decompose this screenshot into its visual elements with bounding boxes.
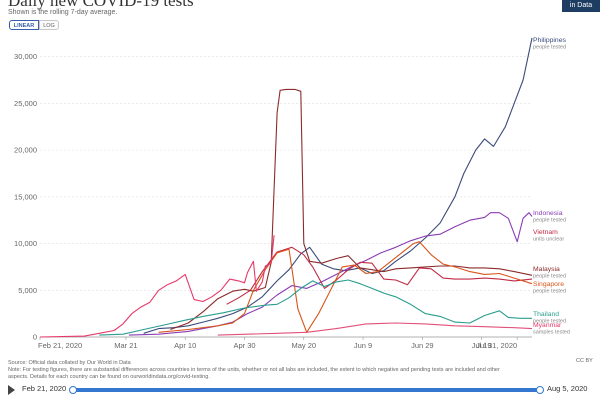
x-tick-label: Apr 10 (174, 341, 196, 350)
timeline-start-label: Feb 21, 2020 (22, 384, 67, 393)
timeline-track[interactable] (72, 388, 540, 392)
license-label[interactable]: CC BY (576, 358, 593, 364)
owid-logo[interactable]: in Data (562, 0, 600, 12)
x-tick-label: Apr 30 (233, 341, 255, 350)
series-unit-malaysia: people tested (533, 274, 566, 280)
chart-subtitle: Shown is the rolling 7-day average. (8, 9, 118, 16)
timeline-bar: Feb 21, 2020 Aug 5, 2020 (0, 380, 600, 400)
x-tick-label: Jul 19 (472, 341, 492, 350)
series-unit-myanmar: samples tested (533, 330, 570, 336)
series-line-vietnam (226, 246, 533, 305)
series-line-thailand (99, 279, 532, 336)
chart-title: Daily new COVID-19 tests (8, 0, 194, 10)
series-label-malaysia: Malaysia (533, 266, 560, 273)
x-tick-label: May 20 (291, 341, 316, 350)
series-label-philippines: Philippines (533, 37, 566, 44)
x-tick-label: Mar 21 (114, 341, 137, 350)
series-line-malaysia (170, 88, 533, 331)
series-label-singapore: Singapore (533, 281, 564, 288)
footnote-line-2: aspects. Details for each country can be… (8, 374, 210, 380)
series-label-vietnam: Vietnam (533, 229, 558, 236)
line-chart: 0 5,000 10,000 15,000 20,000 25,000 30,000 Feb … (14, 37, 570, 350)
series-label-indonesia: Indonesia (533, 210, 563, 217)
series-unit-vietnam: units unclear (533, 237, 564, 243)
series-line-myanmar-low (217, 322, 533, 336)
play-icon[interactable] (8, 385, 15, 395)
y-tick-label: 10,000 (14, 239, 37, 248)
series-unit-philippines: people tested (533, 45, 566, 51)
series-unit-singapore: people tested (533, 289, 566, 295)
linear-toggle-button[interactable]: LINEAR (9, 20, 39, 30)
series-line-singapore (158, 241, 533, 333)
x-tick-label: Jun 29 (411, 341, 434, 350)
y-tick-label: 20,000 (14, 146, 37, 155)
x-tick-label: Jul 31, 2020 (476, 341, 517, 350)
x-tick-label: Feb 21, 2020 (38, 341, 82, 350)
y-tick-label: 30,000 (14, 52, 37, 61)
source-note: Source: Official data collated by Our Wo… (8, 360, 131, 366)
timeline-end-label: Aug 5, 2020 (547, 384, 588, 393)
series-unit-indonesia: people tested (533, 218, 566, 224)
log-toggle-button[interactable]: LOG (39, 20, 59, 30)
series-label-myanmar: Myanmar (533, 322, 562, 329)
series-line-myanmar (39, 235, 275, 338)
series-line-philippines (143, 37, 533, 334)
series-unit-thailand: people tested (533, 319, 566, 325)
y-tick-label: 25,000 (14, 99, 37, 108)
series-label-thailand: Thailand (533, 311, 559, 318)
x-tick-label: Jun 9 (354, 341, 372, 350)
y-tick-label: 5,000 (18, 286, 37, 295)
y-tick-label: 0 (33, 333, 37, 342)
timeline-start-handle[interactable] (69, 386, 77, 394)
series-line-indonesia (128, 212, 533, 336)
timeline-end-handle[interactable] (536, 386, 544, 394)
y-tick-label: 15,000 (14, 192, 37, 201)
footnote-line-1: Note: For testing figures, there are sub… (8, 367, 500, 373)
